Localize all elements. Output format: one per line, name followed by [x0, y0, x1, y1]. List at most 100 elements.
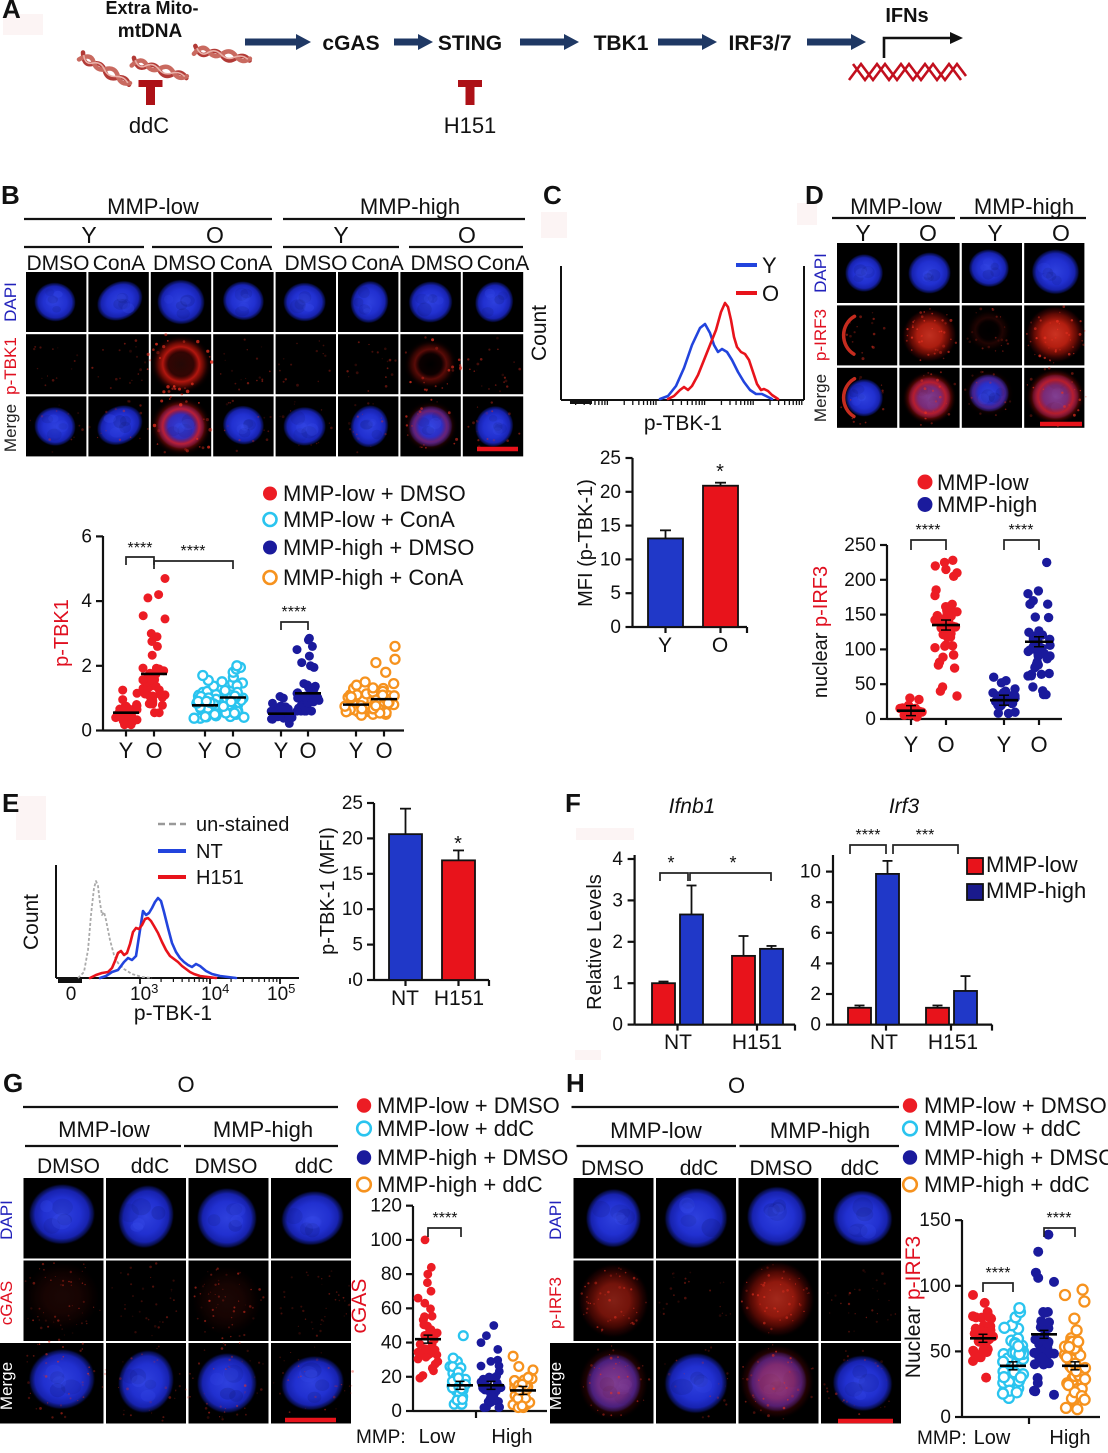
svg-text:MMP-low + ddC: MMP-low + ddC	[377, 1116, 534, 1141]
svg-text:20: 20	[342, 828, 363, 849]
svg-text:ddC: ddC	[295, 1155, 334, 1178]
svg-text:MMP-high: MMP-high	[974, 194, 1074, 219]
svg-text:****: ****	[128, 540, 153, 557]
svg-text:10: 10	[342, 899, 363, 920]
svg-text:****: ****	[1009, 522, 1034, 539]
svg-text:4: 4	[612, 849, 623, 870]
svg-text:cGAS: cGAS	[322, 32, 379, 55]
svg-text:8: 8	[810, 892, 821, 913]
svg-text:100: 100	[844, 639, 876, 660]
svg-text:Merge: Merge	[811, 374, 830, 422]
svg-text:DMSO: DMSO	[37, 1155, 100, 1178]
svg-text:nuclear p-IRF3: nuclear p-IRF3	[810, 566, 832, 698]
svg-text:Merge: Merge	[546, 1362, 565, 1410]
svg-text:p-TBK1: p-TBK1	[1, 337, 20, 395]
svg-text:NT: NT	[391, 987, 419, 1010]
svg-text:DAPI: DAPI	[1, 282, 20, 322]
svg-text:*: *	[454, 833, 462, 855]
svg-text:H151: H151	[732, 1031, 782, 1054]
svg-text:0: 0	[940, 1407, 951, 1428]
svg-text:Low: Low	[974, 1427, 1011, 1448]
svg-text:H151: H151	[196, 867, 244, 889]
svg-text:Y: Y	[855, 220, 870, 246]
svg-text:100: 100	[370, 1230, 402, 1251]
svg-text:150: 150	[844, 605, 876, 626]
svg-text:Y: Y	[274, 738, 289, 763]
svg-text:MMP-low: MMP-low	[986, 852, 1078, 877]
svg-text:Merge: Merge	[0, 1362, 16, 1410]
svg-text:ddC: ddC	[841, 1157, 880, 1180]
svg-text:6: 6	[810, 923, 821, 944]
svg-text:MMP-low: MMP-low	[58, 1117, 150, 1142]
svg-text:2: 2	[612, 932, 623, 953]
svg-text:E: E	[2, 788, 19, 818]
svg-text:Irf3: Irf3	[889, 795, 920, 818]
svg-text:100: 100	[919, 1276, 951, 1297]
svg-text:MMP-high + DMSO: MMP-high + DMSO	[377, 1145, 568, 1170]
svg-text:MMP-high: MMP-high	[360, 194, 460, 219]
svg-text:MMP-low: MMP-low	[610, 1118, 702, 1143]
svg-text:MMP-low + DMSO: MMP-low + DMSO	[283, 481, 466, 506]
svg-text:MMP-low: MMP-low	[937, 470, 1029, 495]
svg-text:150: 150	[919, 1210, 951, 1231]
svg-text:***: ***	[916, 827, 935, 844]
svg-text:MMP-high + ConA: MMP-high + ConA	[283, 565, 464, 590]
svg-text:Y: Y	[997, 732, 1012, 757]
svg-text:40: 40	[381, 1333, 402, 1354]
svg-text:DMSO: DMSO	[27, 252, 90, 275]
svg-text:25: 25	[342, 793, 363, 814]
svg-text:Merge: Merge	[1, 404, 20, 452]
svg-text:ddC: ddC	[131, 1155, 170, 1178]
svg-text:ConA: ConA	[220, 252, 273, 275]
svg-text:Y: Y	[333, 222, 348, 248]
svg-text:****: ****	[1047, 1210, 1072, 1227]
svg-text:50: 50	[855, 674, 876, 695]
svg-text:DAPI: DAPI	[0, 1200, 16, 1240]
svg-text:MMP-high: MMP-high	[770, 1118, 870, 1143]
svg-text:120: 120	[370, 1196, 402, 1217]
svg-text:Count: Count	[20, 894, 43, 950]
svg-text:1: 1	[612, 973, 623, 994]
svg-text:0: 0	[612, 1015, 623, 1036]
svg-text:50: 50	[930, 1341, 951, 1362]
svg-text:Y: Y	[198, 738, 213, 763]
svg-text:2: 2	[81, 656, 92, 677]
svg-text:Y: Y	[119, 738, 134, 763]
svg-text:10: 10	[800, 862, 821, 883]
svg-text:High: High	[491, 1426, 532, 1448]
svg-text:A: A	[2, 0, 21, 24]
svg-text:MMP-high + ddC: MMP-high + ddC	[377, 1172, 543, 1197]
svg-text:O: O	[299, 738, 316, 763]
svg-text:Low: Low	[419, 1426, 456, 1448]
svg-text:H151: H151	[434, 987, 484, 1010]
svg-text:Ifnb1: Ifnb1	[669, 795, 716, 818]
svg-text:O: O	[1052, 220, 1070, 246]
svg-text:MMP-low + ddC: MMP-low + ddC	[924, 1116, 1081, 1141]
svg-text:5: 5	[610, 583, 621, 604]
svg-text:cGAS: cGAS	[348, 1279, 371, 1334]
svg-text:DMSO: DMSO	[153, 252, 216, 275]
svg-text:Relative Levels: Relative Levels	[584, 874, 606, 1010]
svg-text:Y: Y	[658, 634, 672, 657]
svg-text:Y: Y	[904, 732, 919, 757]
svg-text:H: H	[566, 1068, 585, 1098]
svg-text:Extra Mito-: Extra Mito-	[105, 0, 198, 18]
svg-text:MMP-high: MMP-high	[937, 492, 1037, 517]
svg-text:DMSO: DMSO	[411, 252, 474, 275]
svg-text:5: 5	[352, 935, 363, 956]
svg-text:F: F	[565, 788, 581, 818]
svg-text:NT: NT	[196, 841, 223, 863]
svg-text:ConA: ConA	[351, 252, 404, 275]
svg-text:3: 3	[612, 890, 623, 911]
svg-text:0: 0	[81, 721, 92, 742]
svg-text:p-TBK-1: p-TBK-1	[134, 1002, 212, 1025]
svg-text:ddC: ddC	[680, 1157, 719, 1180]
svg-text:O: O	[762, 281, 779, 306]
svg-text:Nuclear p-IRF3: Nuclear p-IRF3	[902, 1236, 925, 1378]
svg-text:STING: STING	[438, 32, 502, 55]
svg-text:DMSO: DMSO	[750, 1157, 813, 1180]
svg-text:0: 0	[352, 970, 363, 991]
svg-text:2: 2	[810, 984, 821, 1005]
svg-text:****: ****	[986, 1265, 1011, 1282]
svg-text:High: High	[1049, 1427, 1090, 1448]
